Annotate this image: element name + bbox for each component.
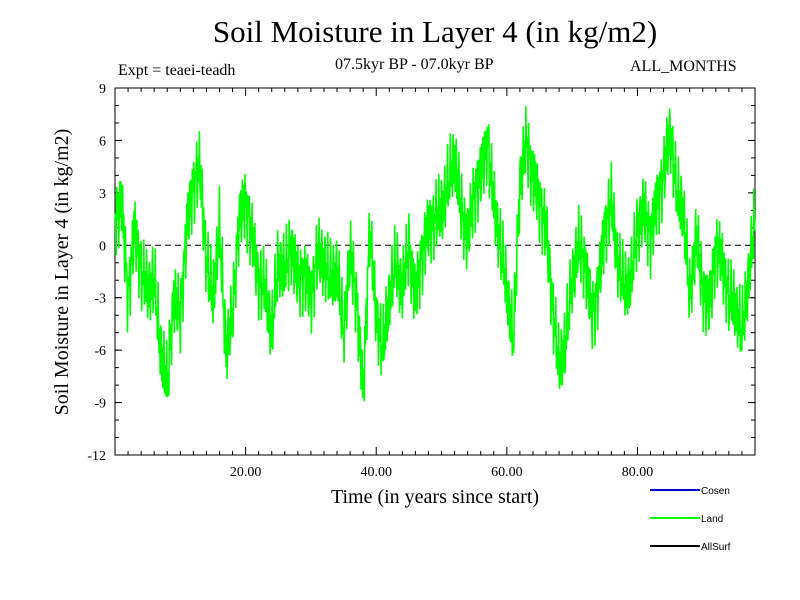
x-tick-label: 80.00 <box>622 465 654 480</box>
x-tick-label: 20.00 <box>230 465 262 480</box>
y-tick-label: -3 <box>94 292 106 307</box>
x-axis-label: Time (in years since start) <box>331 486 539 508</box>
y-tick-label: -9 <box>94 397 106 412</box>
chart-title: Soil Moisture in Layer 4 (in kg/m2) <box>212 14 658 49</box>
experiment-label: Expt = teaei-teadh <box>118 62 236 79</box>
y-tick-label: 3 <box>99 187 106 202</box>
y-tick-label: 0 <box>99 239 106 254</box>
y-axis: -12 -9 -6 -3 0 3 6 9 <box>87 82 755 464</box>
months-label: ALL_MONTHS <box>630 58 737 75</box>
x-axis: 20.00 40.00 60.00 80.00 <box>114 88 756 480</box>
y-tick-label: 9 <box>99 82 106 97</box>
y-axis-label: Soil Moisture in Layer 4 (in kg/m2) <box>51 129 73 416</box>
plot-area-frame <box>114 87 756 456</box>
x-tick-label: 60.00 <box>491 465 523 480</box>
y-tick-label: -6 <box>94 344 106 359</box>
series-line-land <box>114 106 756 402</box>
legend-label-land: Land <box>701 514 723 525</box>
legend: Cosen Land AllSurf <box>650 486 731 553</box>
y-tick-label: 6 <box>99 134 106 149</box>
y-tick-label: -12 <box>87 449 106 464</box>
x-tick-label: 40.00 <box>360 465 392 480</box>
legend-label-cosen: Cosen <box>701 486 730 497</box>
period-label: 07.5kyr BP - 07.0kyr BP <box>335 56 494 73</box>
legend-label-allsurf: AllSurf <box>701 542 731 553</box>
